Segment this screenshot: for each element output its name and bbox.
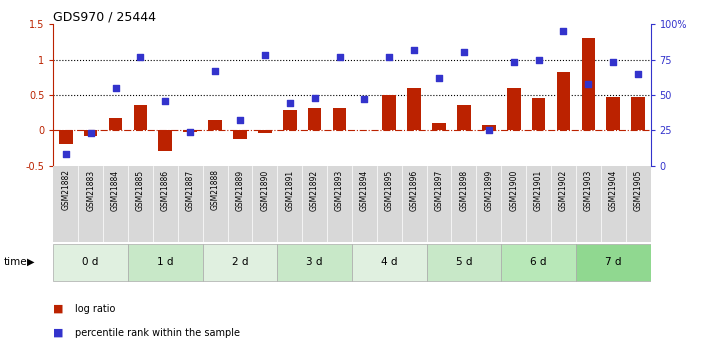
- Text: 3 d: 3 d: [306, 257, 323, 267]
- Bar: [576, 244, 651, 281]
- Bar: [308, 108, 321, 130]
- Point: [533, 57, 545, 62]
- Bar: [352, 244, 427, 281]
- Point: [309, 95, 320, 100]
- Bar: [183, 130, 197, 132]
- Bar: [109, 118, 122, 130]
- Text: GSM21885: GSM21885: [136, 169, 145, 210]
- Text: GSM21896: GSM21896: [410, 169, 419, 211]
- Point: [284, 101, 296, 106]
- Bar: [233, 130, 247, 139]
- Text: GSM21892: GSM21892: [310, 169, 319, 210]
- Point: [185, 129, 196, 135]
- Point: [607, 60, 619, 65]
- Text: time: time: [4, 257, 27, 267]
- Bar: [557, 71, 570, 130]
- Text: GSM21882: GSM21882: [61, 169, 70, 210]
- Bar: [53, 244, 128, 281]
- Text: ■: ■: [53, 328, 64, 338]
- Text: 2 d: 2 d: [232, 257, 248, 267]
- Text: GSM21894: GSM21894: [360, 169, 369, 211]
- Point: [60, 151, 71, 157]
- Bar: [407, 88, 421, 130]
- Text: GSM21895: GSM21895: [385, 169, 394, 211]
- Bar: [333, 108, 346, 130]
- Bar: [482, 125, 496, 130]
- Point: [433, 75, 445, 81]
- Bar: [84, 130, 97, 136]
- Bar: [427, 244, 501, 281]
- Bar: [532, 98, 545, 130]
- Point: [358, 96, 370, 102]
- Text: GSM21889: GSM21889: [235, 169, 245, 210]
- Point: [259, 52, 270, 58]
- Point: [458, 50, 469, 55]
- Point: [159, 98, 171, 103]
- Text: GSM21887: GSM21887: [186, 169, 195, 210]
- Bar: [501, 244, 576, 281]
- Bar: [507, 88, 520, 130]
- Text: GSM21905: GSM21905: [634, 169, 643, 211]
- Text: GSM21900: GSM21900: [509, 169, 518, 211]
- Point: [483, 127, 494, 133]
- Point: [85, 130, 97, 136]
- Bar: [208, 120, 222, 130]
- Point: [209, 68, 220, 73]
- Bar: [432, 123, 446, 130]
- Text: GSM21893: GSM21893: [335, 169, 344, 211]
- Bar: [283, 110, 296, 130]
- Bar: [128, 244, 203, 281]
- Bar: [258, 130, 272, 133]
- Bar: [582, 38, 595, 130]
- Text: GSM21891: GSM21891: [285, 169, 294, 210]
- Point: [633, 71, 644, 76]
- Text: ■: ■: [53, 304, 64, 314]
- Bar: [358, 129, 371, 130]
- Text: GSM21890: GSM21890: [260, 169, 269, 211]
- Text: GSM21888: GSM21888: [210, 169, 220, 210]
- Bar: [203, 244, 277, 281]
- Point: [135, 54, 146, 59]
- Bar: [383, 95, 396, 130]
- Text: ▶: ▶: [27, 257, 35, 267]
- Bar: [631, 97, 645, 130]
- Point: [557, 28, 569, 34]
- Text: GSM21903: GSM21903: [584, 169, 593, 211]
- Text: GSM21886: GSM21886: [161, 169, 170, 210]
- Point: [408, 47, 419, 52]
- Bar: [277, 244, 352, 281]
- Point: [384, 54, 395, 59]
- Text: GDS970 / 25444: GDS970 / 25444: [53, 10, 156, 23]
- Bar: [606, 97, 620, 130]
- Text: log ratio: log ratio: [75, 304, 115, 314]
- Text: 1 d: 1 d: [157, 257, 173, 267]
- Point: [333, 54, 345, 59]
- Text: GSM21883: GSM21883: [86, 169, 95, 210]
- Bar: [159, 130, 172, 151]
- Text: GSM21899: GSM21899: [484, 169, 493, 211]
- Text: GSM21902: GSM21902: [559, 169, 568, 211]
- Point: [109, 85, 121, 91]
- Text: 6 d: 6 d: [530, 257, 547, 267]
- Text: GSM21897: GSM21897: [434, 169, 444, 211]
- Text: GSM21898: GSM21898: [459, 169, 469, 210]
- Point: [508, 60, 519, 65]
- Text: GSM21884: GSM21884: [111, 169, 120, 210]
- Bar: [134, 106, 147, 130]
- Point: [583, 81, 594, 86]
- Text: 4 d: 4 d: [381, 257, 397, 267]
- Text: 5 d: 5 d: [456, 257, 472, 267]
- Bar: [59, 130, 73, 144]
- Text: GSM21901: GSM21901: [534, 169, 543, 211]
- Point: [234, 118, 246, 123]
- Text: percentile rank within the sample: percentile rank within the sample: [75, 328, 240, 338]
- Text: 7 d: 7 d: [605, 257, 621, 267]
- Text: GSM21904: GSM21904: [609, 169, 618, 211]
- Bar: [457, 106, 471, 130]
- Text: 0 d: 0 d: [82, 257, 99, 267]
